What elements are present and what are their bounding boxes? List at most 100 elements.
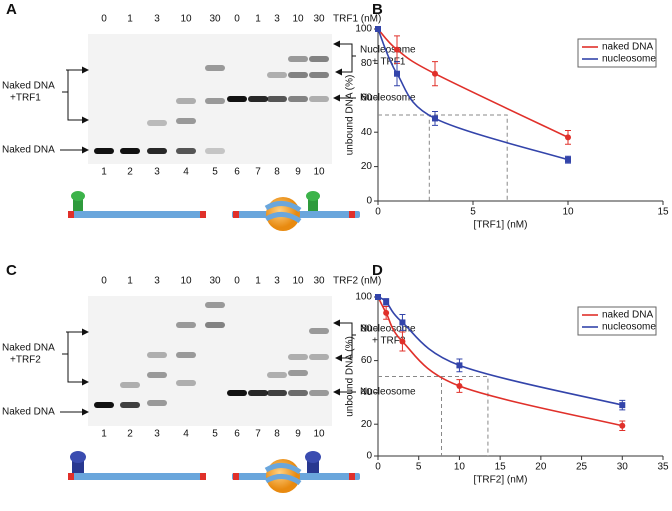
y-tick-label: 40 [361, 387, 373, 398]
gel-band [205, 98, 225, 104]
gel-band [176, 380, 196, 386]
lane-concentration: 0 [234, 276, 240, 287]
band-label: Naked DNA [2, 343, 55, 354]
gel-band [120, 148, 140, 154]
schematic [68, 451, 360, 493]
lane-number: 5 [212, 167, 218, 178]
bracket [336, 43, 356, 72]
axis [377, 29, 663, 202]
guide-line [378, 114, 508, 201]
gel-band [176, 322, 196, 328]
gel-band [267, 372, 287, 378]
x-tick-label: 25 [576, 462, 588, 473]
data-point [394, 70, 400, 77]
gel-band [288, 354, 308, 360]
data-point [399, 338, 406, 345]
gel-band [120, 382, 140, 388]
axis [377, 297, 663, 457]
legend-label: naked DNA [602, 310, 653, 321]
gel-band [227, 390, 247, 396]
lane-number: 2 [127, 429, 133, 440]
data-point [565, 156, 571, 163]
bracket [62, 331, 88, 382]
data-point [375, 294, 381, 300]
gel-band [147, 372, 167, 378]
x-axis-label: [TRF2] (nM) [474, 475, 528, 486]
lane-number: 9 [295, 167, 301, 178]
concentration-unit: TRF1 (nM) [333, 14, 381, 25]
y-tick-label: 60 [361, 355, 373, 366]
lane-concentration: 1 [127, 276, 133, 287]
legend-label: nucleosome [602, 322, 656, 333]
data-point [619, 422, 626, 429]
lane-concentration: 3 [274, 276, 280, 287]
x-tick-label: 15 [657, 207, 669, 218]
series-line [377, 28, 569, 161]
x-axis-label: [TRF1] (nM) [474, 220, 528, 231]
band-label: Nucleosome [360, 45, 416, 56]
lane-number: 2 [127, 167, 133, 178]
gel [88, 34, 228, 164]
legend-box [577, 306, 657, 336]
y-tick-label: 100 [355, 292, 372, 303]
lane-concentration: 10 [292, 276, 304, 287]
lane-concentration: 30 [313, 276, 325, 287]
lane-concentration: 30 [209, 276, 221, 287]
gel-band [176, 352, 196, 358]
lane-number: 3 [154, 429, 160, 440]
lane-concentration: 10 [180, 276, 192, 287]
lane-number: 6 [234, 167, 240, 178]
gel-band [147, 352, 167, 358]
band-label: + TRF1 [372, 57, 406, 68]
data-point [394, 46, 400, 53]
y-tick-label: 80 [361, 323, 373, 334]
x-tick-label: 10 [562, 207, 574, 218]
lane-concentration: 0 [234, 14, 240, 25]
gel-band [176, 118, 196, 124]
y-tick-label: 0 [366, 196, 372, 207]
x-tick-label: 15 [495, 462, 507, 473]
band-label: Nucleosome [360, 324, 416, 335]
band-label: Naked DNA [2, 145, 55, 156]
gel-band [94, 148, 114, 154]
lane-number: 8 [274, 429, 280, 440]
schematic [68, 191, 360, 231]
lane-concentration: 1 [255, 14, 261, 25]
gel-band [176, 98, 196, 104]
lane-concentration: 0 [101, 14, 107, 25]
band-label: Naked DNA [2, 407, 55, 418]
lane-number: 8 [274, 167, 280, 178]
gel-band [309, 328, 329, 334]
panel-label: A [6, 1, 17, 18]
lane-concentration: 3 [154, 14, 160, 25]
data-point [383, 298, 390, 305]
gel-band [288, 56, 308, 62]
gel-band [267, 96, 287, 102]
lane-concentration: 3 [154, 276, 160, 287]
guide-line [378, 376, 489, 456]
lane-concentration: 10 [180, 14, 192, 25]
panel-label: C [6, 262, 17, 279]
gel-band [205, 322, 225, 328]
gel-band [267, 390, 287, 396]
gel-band [120, 402, 140, 408]
gel-band [288, 72, 308, 78]
y-tick-label: 100 [355, 24, 372, 35]
band-label: +TRF2 [10, 355, 41, 366]
lane-number: 10 [313, 167, 325, 178]
lane-concentration: 1 [127, 14, 133, 25]
series-line [377, 296, 623, 427]
lane-number: 4 [183, 429, 189, 440]
lane-number: 1 [101, 429, 107, 440]
data-point [383, 309, 390, 316]
y-tick-label: 20 [361, 419, 373, 430]
y-axis-label: unbound DNA (%) [345, 75, 356, 156]
gel-band [94, 402, 114, 408]
x-tick-label: 20 [535, 462, 547, 473]
x-tick-label: 5 [416, 462, 422, 473]
gel-band [267, 72, 287, 78]
x-tick-label: 35 [657, 462, 669, 473]
y-tick-label: 80 [361, 58, 373, 69]
